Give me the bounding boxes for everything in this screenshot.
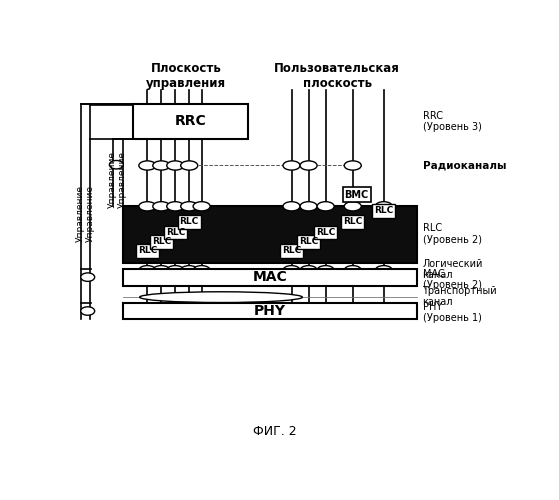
Text: Управление: Управление xyxy=(86,186,94,242)
Ellipse shape xyxy=(80,273,94,281)
Ellipse shape xyxy=(283,161,300,170)
Text: RLC: RLC xyxy=(343,217,362,226)
Ellipse shape xyxy=(140,292,302,302)
Text: MAC
(Уровень 2): MAC (Уровень 2) xyxy=(423,268,482,290)
Text: RLC: RLC xyxy=(151,237,171,246)
Ellipse shape xyxy=(167,202,184,211)
Text: RLC: RLC xyxy=(299,237,318,246)
Text: RLC: RLC xyxy=(165,228,185,237)
Text: Управление: Управление xyxy=(108,151,117,208)
Ellipse shape xyxy=(139,266,156,275)
Text: BMC: BMC xyxy=(344,190,369,200)
Text: RLC: RLC xyxy=(374,206,394,216)
Text: Радиоканалы: Радиоканалы xyxy=(423,160,506,170)
Ellipse shape xyxy=(317,202,334,211)
Text: RLC: RLC xyxy=(138,246,157,256)
Ellipse shape xyxy=(181,161,198,170)
Ellipse shape xyxy=(167,161,184,170)
Bar xyxy=(280,244,303,258)
Bar xyxy=(150,235,173,248)
Ellipse shape xyxy=(283,266,300,275)
Ellipse shape xyxy=(317,266,334,275)
Ellipse shape xyxy=(139,161,156,170)
Ellipse shape xyxy=(300,161,317,170)
Text: Транспортный
канал: Транспортный канал xyxy=(423,286,497,307)
Ellipse shape xyxy=(300,202,317,211)
Text: Логический
канал: Логический канал xyxy=(423,258,483,280)
Ellipse shape xyxy=(375,202,392,211)
Ellipse shape xyxy=(110,160,124,169)
Text: Управление: Управление xyxy=(76,186,85,242)
Ellipse shape xyxy=(344,161,361,170)
Text: RRC: RRC xyxy=(175,114,207,128)
Ellipse shape xyxy=(375,266,392,275)
Text: RLC: RLC xyxy=(316,228,335,237)
Text: Плоскость
управления: Плоскость управления xyxy=(146,62,226,90)
Bar xyxy=(136,244,159,258)
Ellipse shape xyxy=(167,266,184,275)
Bar xyxy=(122,268,417,285)
Bar xyxy=(343,187,371,202)
Bar xyxy=(341,215,364,228)
Ellipse shape xyxy=(344,266,361,275)
Bar xyxy=(314,226,337,239)
Bar xyxy=(178,215,201,228)
Ellipse shape xyxy=(80,307,94,316)
Ellipse shape xyxy=(283,202,300,211)
Text: PHY
(Уровень 1): PHY (Уровень 1) xyxy=(423,302,482,324)
Bar xyxy=(134,104,248,138)
Text: RLC: RLC xyxy=(282,246,301,256)
Ellipse shape xyxy=(181,266,198,275)
Ellipse shape xyxy=(153,161,170,170)
Text: RLC: RLC xyxy=(179,217,199,226)
Ellipse shape xyxy=(139,202,156,211)
Ellipse shape xyxy=(181,202,198,211)
Text: MAC: MAC xyxy=(253,270,287,284)
Bar xyxy=(372,204,395,218)
Text: PHY: PHY xyxy=(254,304,286,318)
Ellipse shape xyxy=(153,266,170,275)
Ellipse shape xyxy=(153,202,170,211)
Ellipse shape xyxy=(344,202,361,211)
Ellipse shape xyxy=(300,266,317,275)
Bar xyxy=(122,206,417,262)
Text: Управление: Управление xyxy=(118,151,127,208)
Bar xyxy=(164,226,187,239)
Text: ФИГ. 2: ФИГ. 2 xyxy=(253,424,297,438)
Text: RLC
(Уровень 2): RLC (Уровень 2) xyxy=(423,223,482,245)
Text: Пользовательская
плоскость: Пользовательская плоскость xyxy=(274,62,400,90)
Ellipse shape xyxy=(193,266,210,275)
Bar xyxy=(297,235,320,248)
Bar xyxy=(122,302,417,320)
Text: RRC
(Уровень 3): RRC (Уровень 3) xyxy=(423,111,482,132)
Ellipse shape xyxy=(193,202,210,211)
